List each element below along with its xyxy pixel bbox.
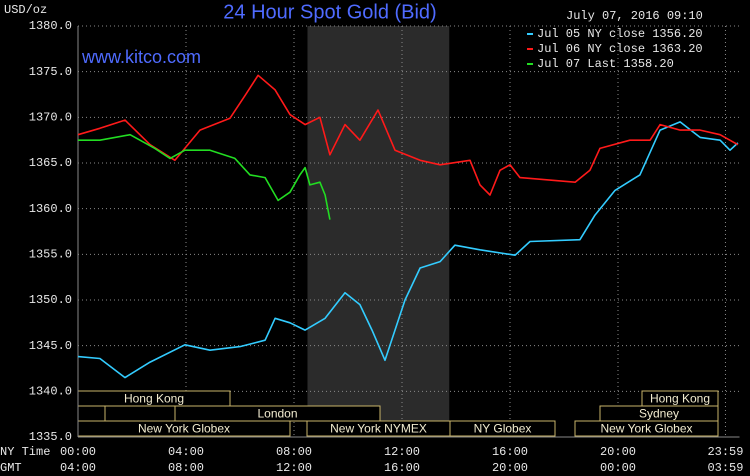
y-tick-label: 1340.0 [29, 385, 72, 399]
x-tick-label-gmt: 00:00 [600, 461, 636, 475]
timestamp: July 07, 2016 09:10 [566, 9, 703, 23]
x-tick-label: 08:00 [276, 445, 312, 459]
series-line [78, 133, 331, 220]
legend-label: Jul 07 Last 1358.20 [537, 57, 674, 71]
legend-label: Jul 06 NY close 1363.20 [537, 42, 703, 56]
x-tick-label: 04:00 [168, 445, 204, 459]
x-tick-label: 20:00 [600, 445, 636, 459]
session-label: Hong Kong [124, 392, 184, 406]
site: www.kitco.com [81, 47, 201, 67]
session-label: London [257, 407, 297, 421]
x-tick-label-gmt: 12:00 [276, 461, 312, 475]
chart-title: 24 Hour Spot Gold (Bid) [223, 1, 436, 23]
y-unit: USD/oz [4, 3, 47, 17]
y-tick-label: 1375.0 [29, 65, 72, 79]
y-tick-label: 1345.0 [29, 339, 72, 353]
session-label: New York Globex [138, 422, 230, 436]
x-tick-label-gmt: 03:59 [707, 461, 743, 475]
session-box [449, 420, 556, 437]
x-tick-label: 00:00 [60, 445, 96, 459]
x-tick-label-gmt: 04:00 [60, 461, 96, 475]
y-tick-label: 1380.0 [29, 19, 72, 33]
x-tick-label: 23:59 [707, 445, 743, 459]
session-box [77, 405, 106, 422]
x-tick-label-gmt: 20:00 [492, 461, 528, 475]
y-tick-label: 1365.0 [29, 156, 72, 170]
x-label-ny: NY Time [0, 445, 50, 459]
y-tick-label: 1360.0 [29, 202, 72, 216]
x-tick-label: 12:00 [384, 445, 420, 459]
y-tick-label: 1370.0 [29, 111, 72, 125]
session-label: New York NYMEX [330, 422, 427, 436]
session-label: NY Globex [474, 422, 532, 436]
y-tick-label: 1355.0 [29, 248, 72, 262]
legend-label: Jul 05 NY close 1356.20 [537, 27, 703, 41]
session-label: New York Globex [600, 422, 692, 436]
shaded-region [307, 26, 450, 437]
session-label: Hong Kong [650, 392, 710, 406]
x-label-gmt: GMT [0, 461, 22, 475]
x-tick-label-gmt: 16:00 [384, 461, 420, 475]
series-line [77, 121, 739, 379]
session-box [574, 420, 719, 437]
x-tick-label-gmt: 08:00 [168, 461, 204, 475]
x-tick-label: 16:00 [492, 445, 528, 459]
series-line [77, 74, 739, 196]
session-label: Sydney [639, 407, 679, 421]
y-tick-label: 1350.0 [29, 293, 72, 307]
y-tick-label: 1335.0 [29, 430, 72, 444]
